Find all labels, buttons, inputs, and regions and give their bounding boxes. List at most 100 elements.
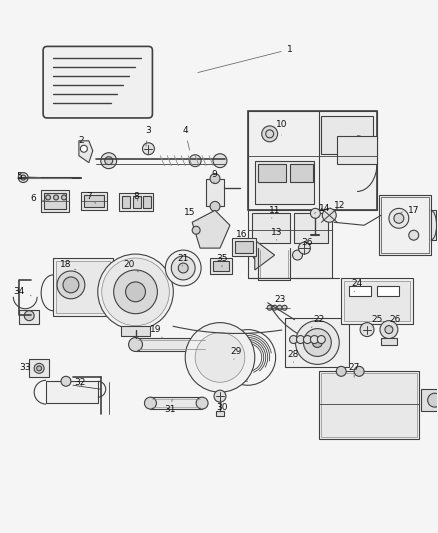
Text: 15: 15 — [184, 208, 198, 220]
Circle shape — [165, 250, 201, 286]
FancyBboxPatch shape — [43, 46, 152, 118]
Bar — [135, 337, 207, 351]
Circle shape — [311, 208, 320, 219]
Text: 22: 22 — [311, 315, 325, 328]
Bar — [344, 281, 410, 321]
Circle shape — [34, 364, 44, 373]
Text: 30: 30 — [216, 396, 228, 411]
Text: 20: 20 — [123, 260, 138, 272]
Circle shape — [293, 250, 303, 260]
Bar — [232, 238, 256, 256]
Circle shape — [24, 311, 34, 321]
Text: 35: 35 — [216, 254, 228, 267]
Polygon shape — [79, 141, 93, 163]
Bar — [41, 190, 69, 212]
Bar — [290, 164, 314, 182]
Bar — [235, 241, 253, 253]
Text: 26: 26 — [389, 315, 401, 328]
Text: 2: 2 — [78, 136, 87, 150]
Circle shape — [189, 155, 201, 167]
Text: 1: 1 — [198, 45, 293, 72]
Text: 7: 7 — [86, 192, 96, 204]
Bar — [321, 373, 417, 437]
Bar — [122, 197, 130, 208]
Circle shape — [277, 305, 282, 310]
Bar — [119, 193, 153, 212]
Text: 19: 19 — [150, 325, 162, 337]
Circle shape — [298, 242, 311, 254]
Bar — [377, 286, 399, 296]
Circle shape — [427, 393, 438, 407]
Circle shape — [389, 208, 409, 228]
Bar — [29, 359, 49, 377]
Text: 25: 25 — [371, 315, 383, 328]
Bar — [321, 116, 373, 154]
Bar — [381, 337, 397, 345]
Circle shape — [98, 254, 173, 329]
Bar — [293, 213, 328, 243]
Bar — [341, 278, 413, 324]
Circle shape — [37, 366, 42, 371]
Circle shape — [409, 230, 419, 240]
Circle shape — [18, 173, 28, 182]
Circle shape — [311, 336, 318, 343]
Bar — [285, 318, 349, 367]
Circle shape — [61, 195, 67, 200]
Circle shape — [81, 146, 87, 152]
Bar — [19, 310, 39, 324]
Circle shape — [297, 336, 304, 343]
Circle shape — [336, 366, 346, 376]
Circle shape — [213, 154, 227, 168]
Circle shape — [101, 153, 117, 168]
Bar — [213, 261, 229, 271]
Text: 17: 17 — [401, 206, 420, 215]
Bar — [84, 196, 104, 207]
Circle shape — [145, 397, 156, 409]
Bar — [381, 197, 429, 253]
Circle shape — [142, 143, 155, 155]
Text: 12: 12 — [329, 201, 345, 210]
Bar — [337, 136, 377, 164]
Circle shape — [200, 337, 214, 351]
Circle shape — [214, 390, 226, 402]
Circle shape — [210, 201, 220, 212]
Bar — [255, 160, 314, 204]
Bar — [248, 211, 332, 278]
Circle shape — [296, 321, 339, 365]
Bar — [206, 179, 224, 206]
Text: 5: 5 — [16, 172, 40, 181]
Circle shape — [192, 226, 200, 234]
Text: 4: 4 — [182, 126, 190, 150]
Bar — [258, 164, 286, 182]
Circle shape — [196, 397, 208, 409]
Text: 24: 24 — [351, 279, 363, 292]
Text: 21: 21 — [177, 254, 189, 266]
Circle shape — [322, 208, 336, 222]
Bar — [150, 397, 202, 409]
Bar — [120, 326, 150, 336]
Text: 29: 29 — [230, 347, 242, 359]
Bar — [53, 258, 113, 316]
Text: 13: 13 — [271, 228, 283, 240]
Bar — [216, 411, 224, 416]
Circle shape — [282, 305, 287, 310]
Circle shape — [171, 256, 195, 280]
Bar — [248, 111, 377, 211]
Circle shape — [105, 157, 113, 165]
Bar — [81, 192, 107, 211]
Circle shape — [53, 195, 59, 200]
Text: 18: 18 — [60, 260, 76, 270]
Text: 10: 10 — [276, 120, 287, 135]
Circle shape — [102, 258, 170, 326]
Circle shape — [272, 305, 277, 310]
Bar — [46, 381, 98, 403]
Circle shape — [262, 126, 278, 142]
Text: 33: 33 — [19, 363, 35, 372]
Circle shape — [210, 174, 220, 183]
Circle shape — [312, 337, 322, 348]
Text: 32: 32 — [74, 378, 85, 387]
Bar — [431, 211, 436, 240]
Text: 23: 23 — [274, 295, 285, 308]
Polygon shape — [192, 211, 230, 248]
Bar — [349, 286, 371, 296]
